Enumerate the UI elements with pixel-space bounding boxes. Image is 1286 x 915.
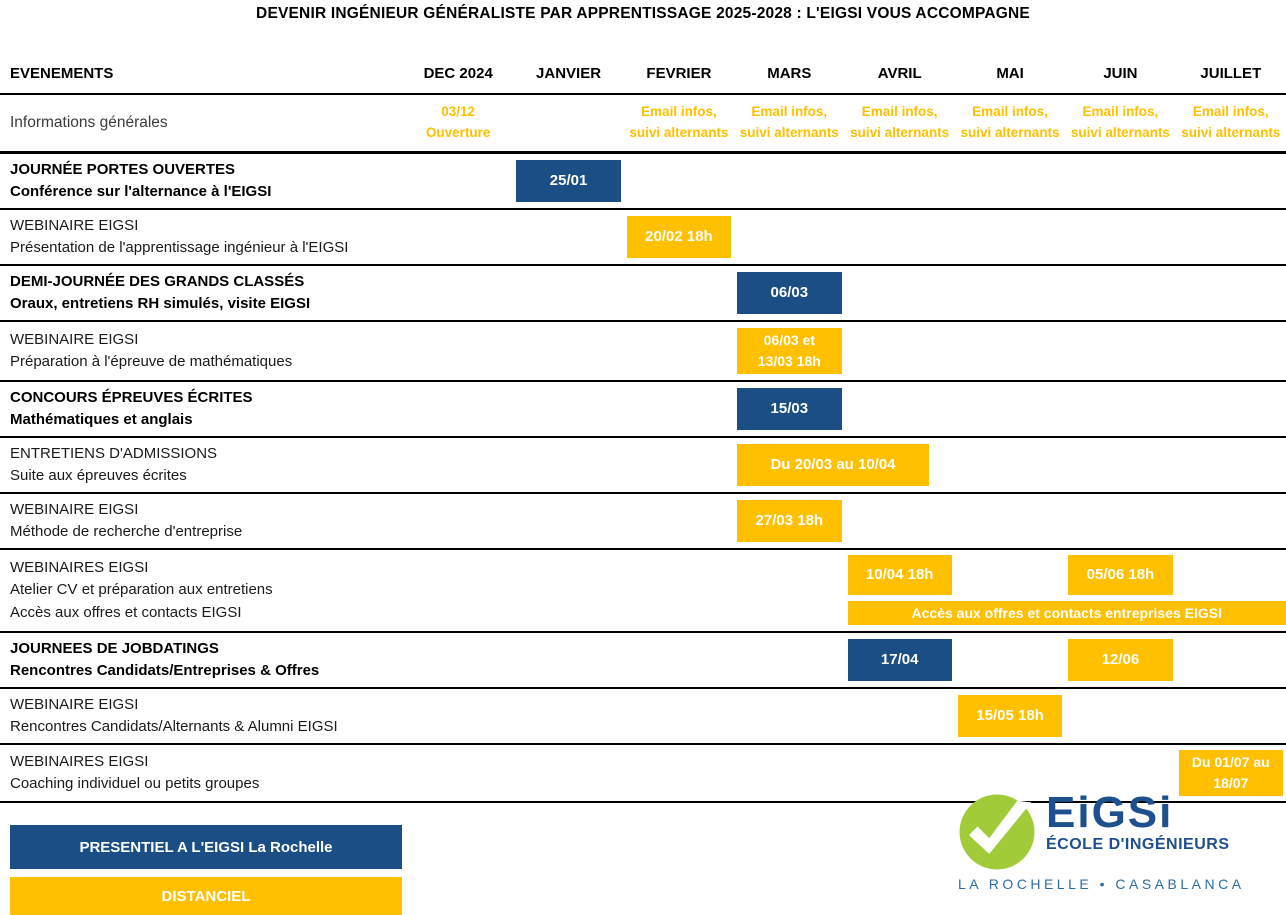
event-label: WEBINAIRES EIGSI Coaching individuel ou … xyxy=(0,747,403,800)
event-date-badge: Du 20/03 au 10/04 xyxy=(737,444,929,486)
event-subtitle: Coaching individuel ou petits groupes xyxy=(10,773,399,796)
info-row: Informations générales 03/12 Ouverture E… xyxy=(0,95,1286,154)
timeline-table: EVENEMENTS DEC 2024 JANVIER FEVRIER MARS… xyxy=(0,53,1286,803)
event-date-badge: 20/02 18h xyxy=(627,216,731,258)
info-email-mars: Email infos, suivi alternants xyxy=(734,102,844,144)
legend-presentiel: PRESENTIEL A L'EIGSI La Rochelle xyxy=(10,825,402,869)
event-title: WEBINAIRES EIGSI xyxy=(10,751,399,774)
event-label: WEBINAIRE EIGSI Méthode de recherche d'e… xyxy=(0,495,403,548)
month-header-mars: MARS xyxy=(734,65,844,82)
table-header-row: EVENEMENTS DEC 2024 JANVIER FEVRIER MARS… xyxy=(0,53,1286,95)
legend: PRESENTIEL A L'EIGSI La Rochelle DISTANC… xyxy=(10,825,402,915)
event-date-badge: Du 01/07 au 18/07 xyxy=(1179,750,1283,796)
eigsi-check-icon xyxy=(958,793,1036,871)
event-subtitle: Mathématiques et anglais xyxy=(10,409,399,432)
event-title: WEBINAIRE EIGSI xyxy=(10,694,399,717)
event-label: WEBINAIRE EIGSI Préparation à l'épreuve … xyxy=(0,325,403,378)
month-header-mai: MAI xyxy=(955,65,1065,82)
info-email-avril: Email infos, suivi alternants xyxy=(845,102,955,144)
event-subtitle: Suite aux épreuves écrites xyxy=(10,465,399,488)
event-label: ENTRETIENS D'ADMISSIONS Suite aux épreuv… xyxy=(0,439,403,492)
event-subtitle: Méthode de recherche d'entreprise xyxy=(10,521,399,544)
event-date-badge: 17/04 xyxy=(848,639,952,681)
event-date-badge: 15/05 18h xyxy=(958,695,1062,737)
event-title: WEBINAIRE EIGSI xyxy=(10,499,399,522)
event-date-badge: 12/06 xyxy=(1068,639,1172,681)
info-email-fevrier: Email infos, suivi alternants xyxy=(624,102,734,144)
event-date-badge: 15/03 xyxy=(737,388,841,430)
event-row-webinaire-presentation: WEBINAIRE EIGSI Présentation de l'appren… xyxy=(0,210,1286,266)
offers-access-bar: Accès aux offres et contacts entreprises… xyxy=(848,601,1286,625)
event-subtitle: Préparation à l'épreuve de mathématiques xyxy=(10,351,399,374)
event-subtitle: Atelier CV et préparation aux entretiens xyxy=(10,579,399,602)
event-line3: Accès aux offres et contacts EIGSI xyxy=(10,602,399,625)
info-email-juillet: Email infos, suivi alternants xyxy=(1176,102,1286,144)
event-row-webinaire-methode: WEBINAIRE EIGSI Méthode de recherche d'e… xyxy=(0,494,1286,550)
eigsi-cities: LA ROCHELLE • CASABLANCA xyxy=(958,876,1214,892)
eigsi-logo: EiGSi ÉCOLE D'INGÉNIEURS LA ROCHELLE • C… xyxy=(958,793,1214,892)
month-header-juillet: JUILLET xyxy=(1176,65,1286,82)
event-row-concours: CONCOURS ÉPREUVES ÉCRITES Mathématiques … xyxy=(0,382,1286,438)
event-date-badge: 10/04 18h xyxy=(848,555,952,595)
legend-distanciel: DISTANCIEL xyxy=(10,877,402,915)
event-row-jobdatings: JOURNEES DE JOBDATINGS Rencontres Candid… xyxy=(0,633,1286,689)
event-label: WEBINAIRE EIGSI Rencontres Candidats/Alt… xyxy=(0,690,403,743)
month-header-janvier: JANVIER xyxy=(513,65,623,82)
event-row-webinaires-cv: WEBINAIRES EIGSI Atelier CV et préparati… xyxy=(0,550,1286,633)
event-row-portes-ouvertes: JOURNÉE PORTES OUVERTES Conférence sur l… xyxy=(0,154,1286,210)
events-column-header: EVENEMENTS xyxy=(0,65,403,82)
eigsi-tagline: ÉCOLE D'INGÉNIEURS xyxy=(1046,836,1230,854)
event-title: CONCOURS ÉPREUVES ÉCRITES xyxy=(10,387,399,410)
month-header-avril: AVRIL xyxy=(845,65,955,82)
event-title: JOURNÉE PORTES OUVERTES xyxy=(10,159,399,182)
event-date-badge: 06/03 et 13/03 18h xyxy=(737,328,841,374)
month-header-fevrier: FEVRIER xyxy=(624,65,734,82)
event-label: JOURNÉE PORTES OUVERTES Conférence sur l… xyxy=(0,155,403,208)
event-title: WEBINAIRE EIGSI xyxy=(10,215,399,238)
event-subtitle: Oraux, entretiens RH simulés, visite EIG… xyxy=(10,293,399,316)
event-subtitle: Présentation de l'apprentissage ingénieu… xyxy=(10,237,399,260)
month-header-dec2024: DEC 2024 xyxy=(403,65,513,82)
event-row-webinaire-alumni: WEBINAIRE EIGSI Rencontres Candidats/Alt… xyxy=(0,689,1286,745)
page-title: DEVENIR INGÉNIEUR GÉNÉRALISTE PAR APPREN… xyxy=(0,0,1286,23)
event-row-webinaire-maths: WEBINAIRE EIGSI Préparation à l'épreuve … xyxy=(0,322,1286,382)
eigsi-wordmark: EiGSi xyxy=(1046,793,1230,833)
event-date-badge: 27/03 18h xyxy=(737,500,841,542)
event-label: WEBINAIRES EIGSI Atelier CV et préparati… xyxy=(0,553,403,629)
event-subtitle: Rencontres Candidats/Entreprises & Offre… xyxy=(10,660,399,683)
info-row-label: Informations générales xyxy=(0,114,403,132)
event-subtitle: Conférence sur l'alternance à l'EIGSI xyxy=(10,181,399,204)
event-row-entretiens: ENTRETIENS D'ADMISSIONS Suite aux épreuv… xyxy=(0,438,1286,494)
event-title: ENTRETIENS D'ADMISSIONS xyxy=(10,443,399,466)
event-date-badge: 25/01 xyxy=(516,160,620,202)
event-date-badge: 06/03 xyxy=(737,272,841,314)
event-title: WEBINAIRE EIGSI xyxy=(10,329,399,352)
event-label: JOURNEES DE JOBDATINGS Rencontres Candid… xyxy=(0,634,403,687)
event-label: CONCOURS ÉPREUVES ÉCRITES Mathématiques … xyxy=(0,383,403,436)
event-title: WEBINAIRES EIGSI xyxy=(10,557,399,580)
info-ouverture-text: 03/12 Ouverture xyxy=(403,102,513,144)
event-label: DEMI-JOURNÉE DES GRANDS CLASSÉS Oraux, e… xyxy=(0,267,403,320)
event-title: JOURNEES DE JOBDATINGS xyxy=(10,638,399,661)
info-email-juin: Email infos, suivi alternants xyxy=(1065,102,1175,144)
event-subtitle: Rencontres Candidats/Alternants & Alumni… xyxy=(10,716,399,739)
event-title: DEMI-JOURNÉE DES GRANDS CLASSÉS xyxy=(10,271,399,294)
info-email-mai: Email infos, suivi alternants xyxy=(955,102,1065,144)
month-header-juin: JUIN xyxy=(1065,65,1175,82)
event-label: WEBINAIRE EIGSI Présentation de l'appren… xyxy=(0,211,403,264)
event-date-badge: 05/06 18h xyxy=(1068,555,1172,595)
event-row-grands-classes: DEMI-JOURNÉE DES GRANDS CLASSÉS Oraux, e… xyxy=(0,266,1286,322)
